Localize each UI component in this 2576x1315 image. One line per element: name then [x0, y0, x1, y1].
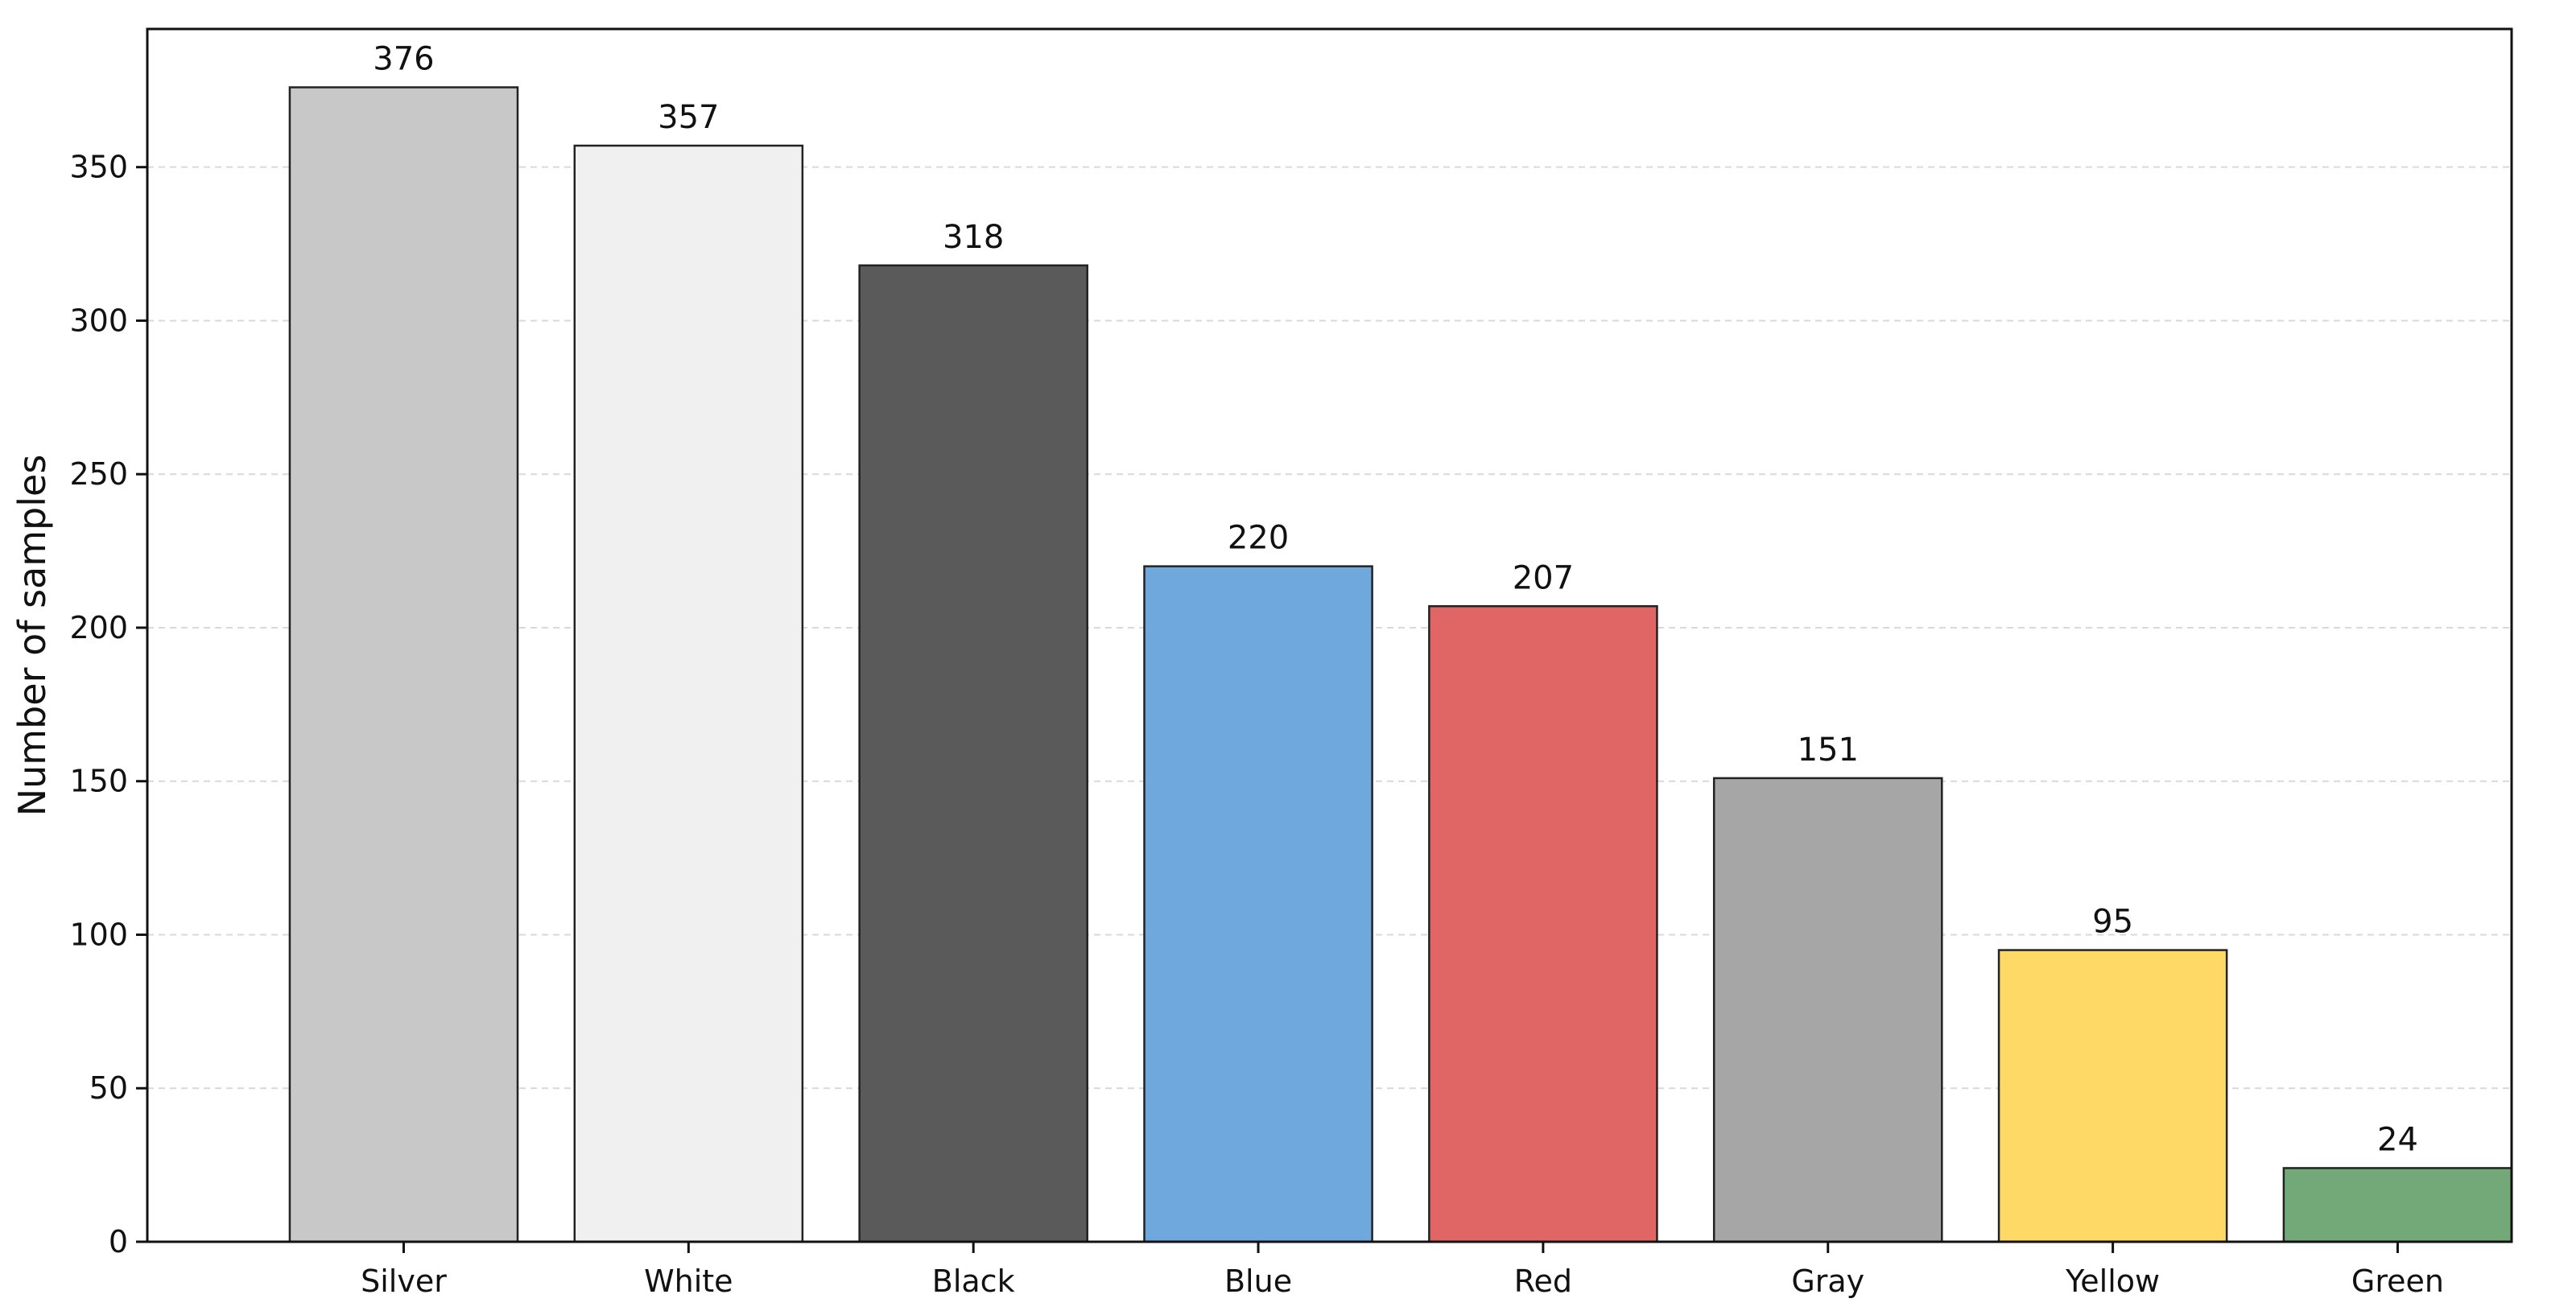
bar-yellow — [1997, 949, 2228, 1243]
x-tick-label: Green — [2351, 1263, 2444, 1299]
bar-red — [1428, 605, 1658, 1243]
bar-gray — [1712, 777, 1943, 1243]
value-label: 207 — [1513, 559, 1574, 596]
bar-black — [858, 264, 1088, 1243]
x-tick-label: Gray — [1791, 1263, 1864, 1299]
value-label: 376 — [373, 40, 434, 77]
x-tick-label: White — [644, 1263, 733, 1299]
x-axis: Silver White Black Blue Red Gray Yellow Green — [361, 1242, 2444, 1299]
x-tick-label: Blue — [1224, 1263, 1292, 1299]
y-tick-label: 150 — [69, 764, 128, 799]
y-axis-label: Number of samples — [10, 455, 54, 817]
bar-white — [573, 144, 804, 1243]
y-tick-label: 200 — [69, 610, 128, 645]
y-tick-label: 0 — [109, 1224, 128, 1259]
x-tick-label: Black — [932, 1263, 1015, 1299]
bar-layer — [288, 86, 2513, 1243]
y-tick-label: 300 — [69, 303, 128, 338]
plot-frame — [146, 27, 2513, 1243]
x-tick-label: Red — [1514, 1263, 1572, 1299]
x-tick-label: Yellow — [2065, 1263, 2160, 1299]
y-axis: 0 50 100 150 200 250 300 350 — [69, 150, 147, 1259]
value-label: 24 — [2377, 1121, 2418, 1158]
y-tick-label: 100 — [69, 917, 128, 952]
value-label: 220 — [1228, 520, 1289, 557]
bar-silver — [288, 86, 519, 1243]
value-label: 151 — [1798, 732, 1859, 769]
x-tick-label: Silver — [361, 1263, 447, 1299]
bar-blue — [1143, 565, 1373, 1243]
value-label: 95 — [2092, 904, 2133, 941]
y-tick-label: 350 — [69, 150, 128, 185]
y-tick-label: 50 — [89, 1070, 128, 1106]
value-label: 357 — [658, 99, 719, 136]
value-label-layer: 376 357 318 220 207 151 95 24 — [373, 40, 2418, 1158]
value-label: 318 — [943, 219, 1004, 256]
bar-green — [2282, 1167, 2513, 1243]
y-tick-label: 250 — [69, 456, 128, 492]
